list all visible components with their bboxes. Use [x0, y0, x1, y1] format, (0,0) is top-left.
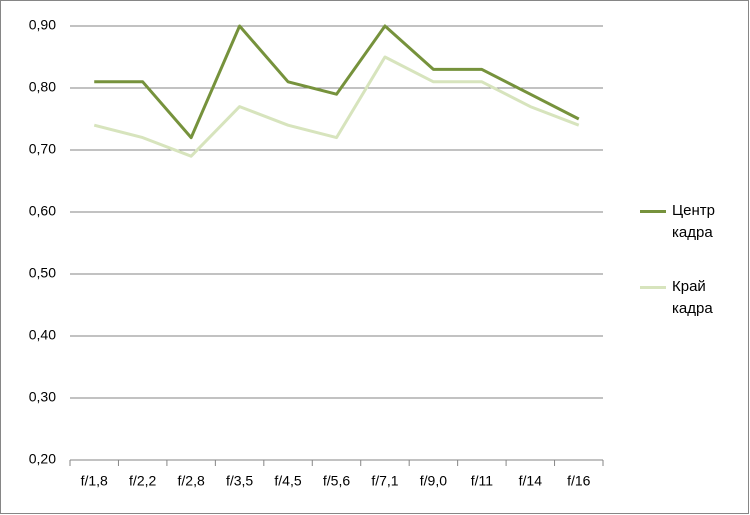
- y-tick-label: 0,80: [29, 79, 56, 95]
- series-line: [93, 55, 580, 158]
- x-tick-label: f/5,6: [323, 473, 350, 489]
- legend-label: Центр кадра: [672, 202, 715, 241]
- legend-label: Край кадра: [672, 278, 713, 317]
- x-tick-label: f/2,8: [178, 473, 205, 489]
- legend-swatch: [640, 210, 666, 213]
- x-tick-label: f/11: [471, 473, 494, 489]
- x-tick-label: f/7,1: [371, 473, 398, 489]
- y-tick-label: 0,50: [29, 265, 56, 281]
- y-tick-label: 0,70: [29, 141, 56, 157]
- x-tick-label: f/16: [567, 473, 591, 489]
- series-line: [94, 24, 580, 140]
- x-tick-label: f/2,2: [129, 473, 156, 489]
- y-tick-label: 0,40: [29, 327, 56, 343]
- x-tick-label: f/14: [519, 473, 543, 489]
- y-tick-label: 0,30: [29, 389, 56, 405]
- legend-entry: Центр кадра: [640, 200, 732, 244]
- y-tick-label: 0,60: [29, 203, 56, 219]
- x-tick-label: f/9,0: [420, 473, 447, 489]
- y-tick-label: 0,90: [29, 17, 56, 33]
- legend-entry: Край кадра: [640, 276, 732, 320]
- legend-swatch: [640, 286, 666, 289]
- x-tick-label: f/3,5: [226, 473, 253, 489]
- x-tick-label: f/4,5: [274, 473, 301, 489]
- x-tick-label: f/1,8: [81, 473, 108, 489]
- y-tick-label: 0,20: [29, 451, 56, 467]
